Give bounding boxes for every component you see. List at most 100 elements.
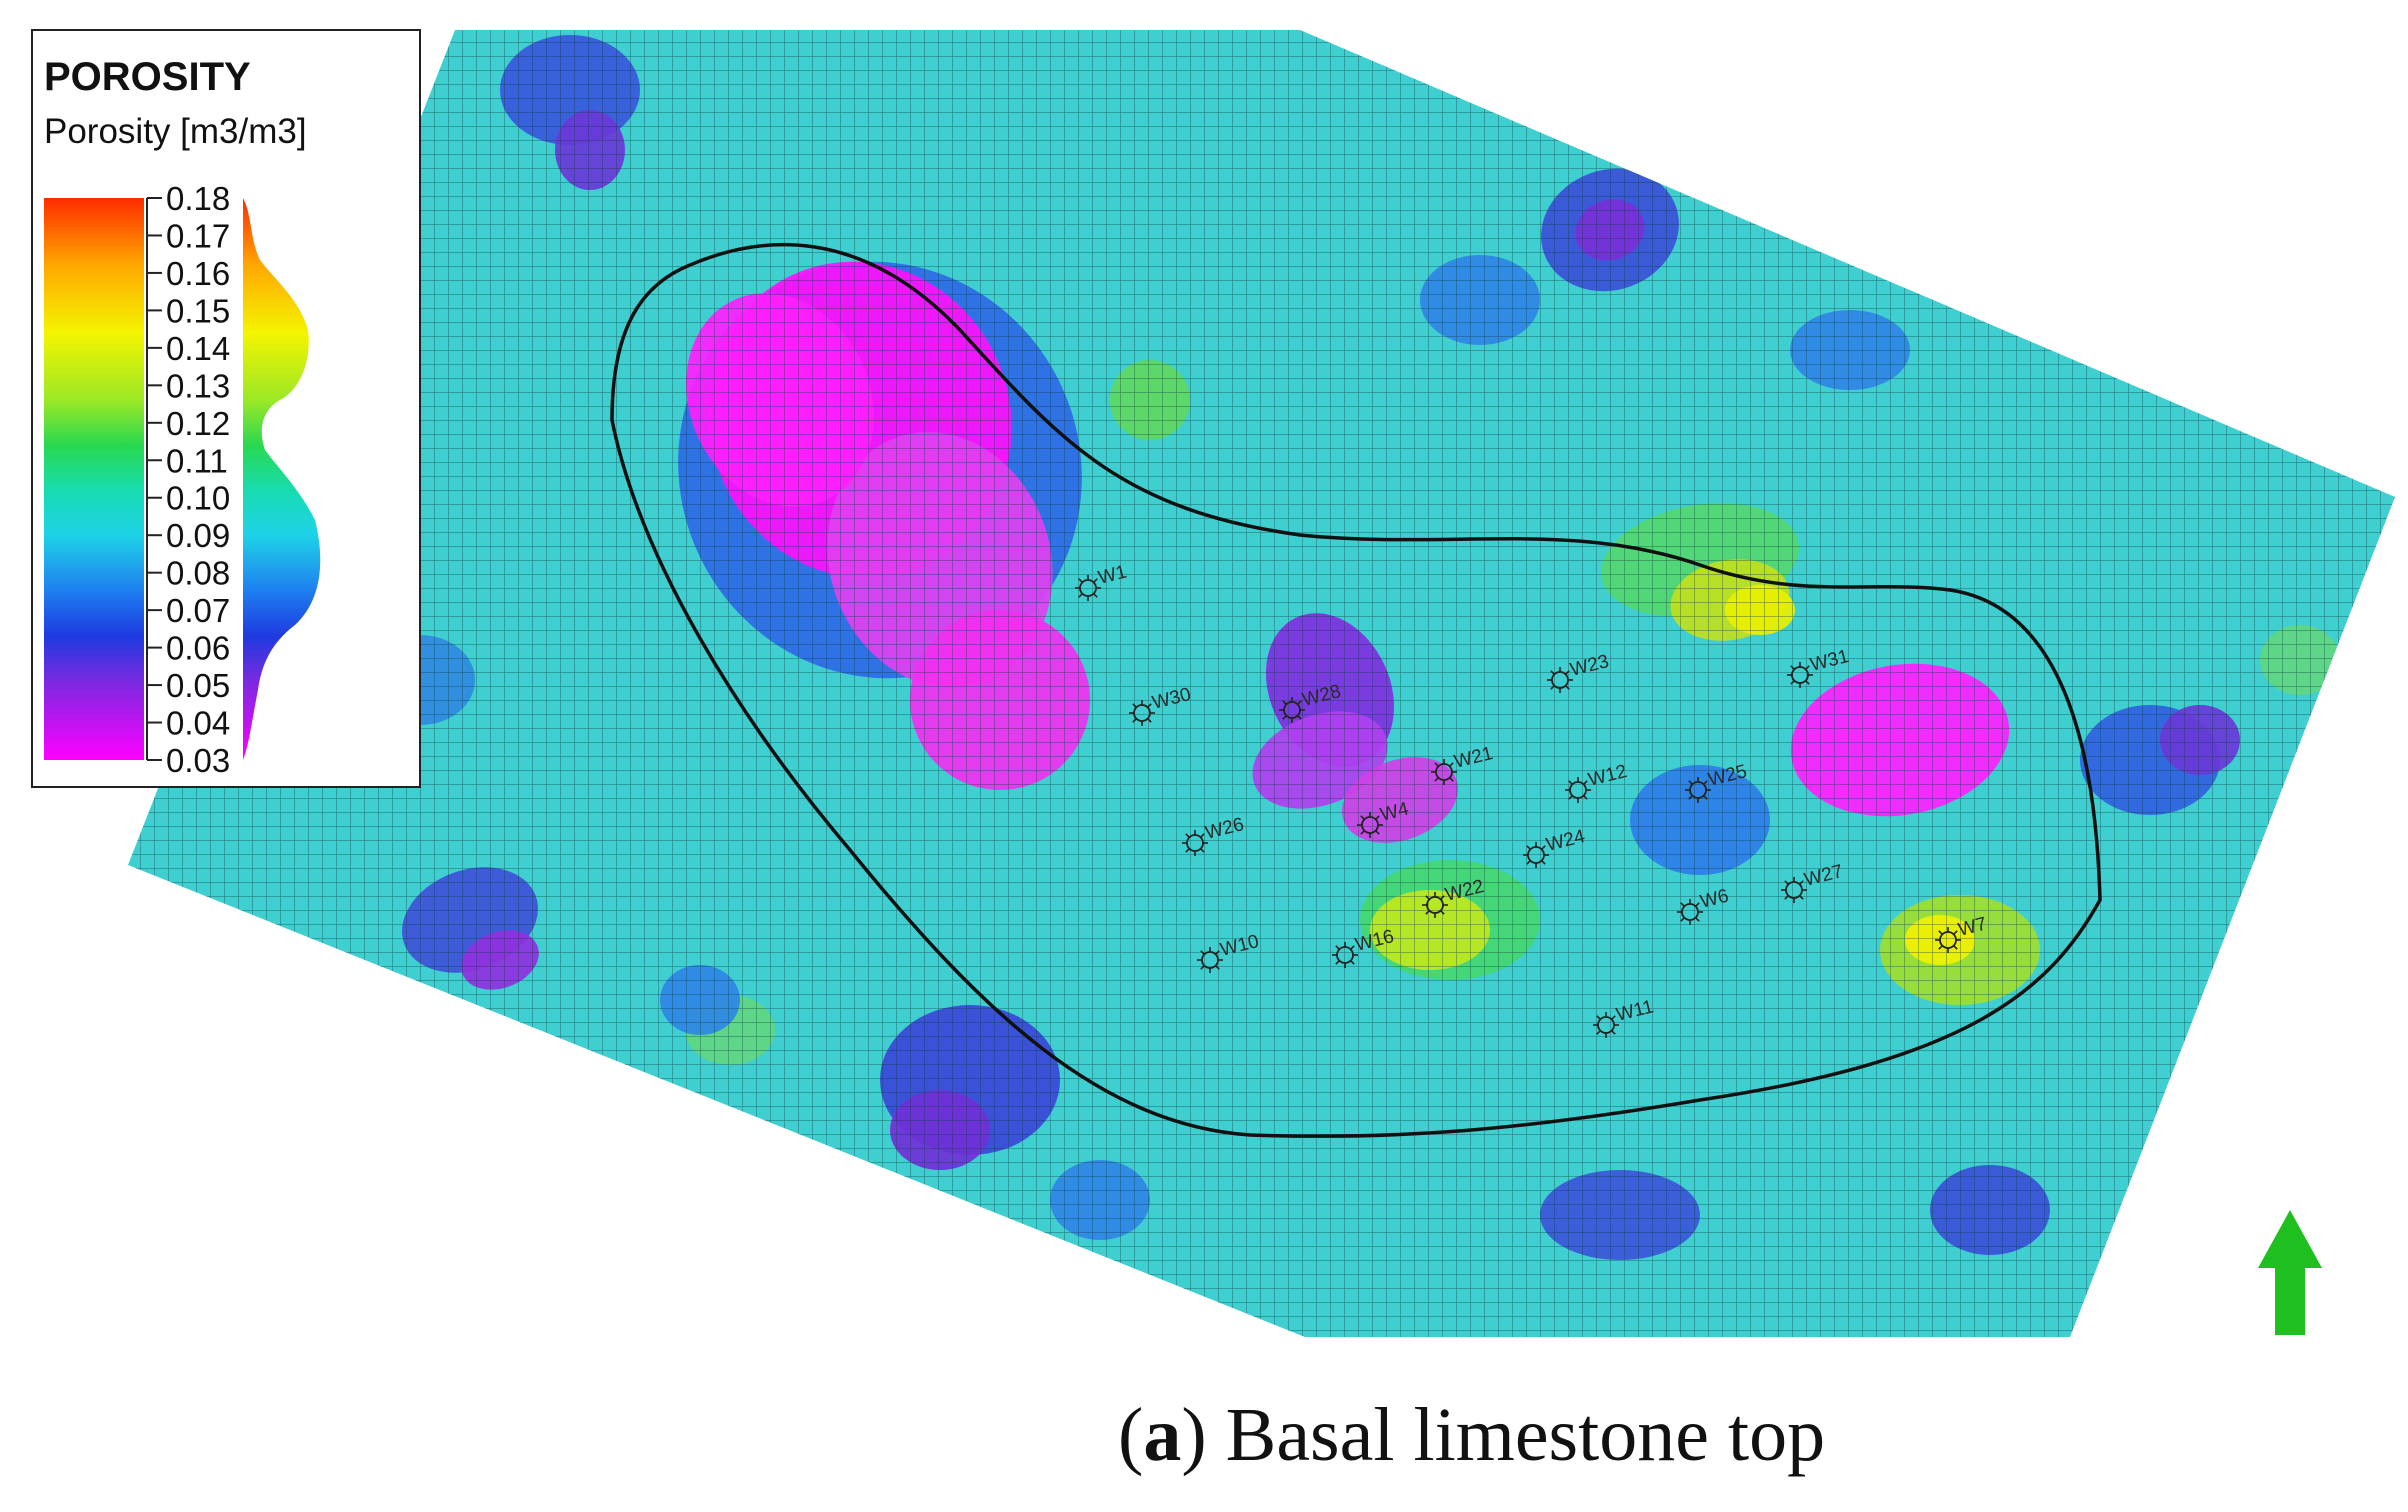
- legend-colorbar: [44, 198, 144, 760]
- well-symbol-ray: [1784, 880, 1789, 885]
- well-symbol-ray: [1695, 917, 1700, 922]
- well-symbol-ray: [1449, 762, 1454, 767]
- legend-subtitle: Porosity [m3/m3]: [44, 112, 307, 151]
- well-symbol-ray: [1350, 945, 1355, 950]
- well-symbol-ray: [1695, 902, 1700, 907]
- well-symbol-ray: [1568, 780, 1573, 785]
- well-symbol-ray: [1297, 715, 1302, 720]
- well-symbol-ray: [1078, 593, 1083, 598]
- well-symbol-ray: [1215, 950, 1220, 955]
- well-symbol-ray: [1375, 815, 1380, 820]
- well-symbol-ray: [1200, 965, 1205, 970]
- well-symbol-ray: [1583, 795, 1588, 800]
- legend-tick-label: 0.11: [166, 442, 228, 479]
- well-symbol-ray: [1282, 715, 1287, 720]
- well-symbol-ray: [1790, 680, 1795, 685]
- well-symbol-ray: [1805, 680, 1810, 685]
- well-symbol-ray: [1703, 780, 1708, 785]
- legend-tick-label: 0.18: [166, 180, 230, 217]
- well-symbol-ray: [1360, 830, 1365, 835]
- legend-tick-label: 0.17: [166, 217, 230, 254]
- well-symbol-ray: [1215, 965, 1220, 970]
- well-symbol-ray: [1335, 945, 1340, 950]
- well-symbol-ray: [1526, 860, 1531, 865]
- well-symbol-ray: [1282, 700, 1287, 705]
- well-symbol-ray: [1449, 777, 1454, 782]
- well-symbol-ray: [1350, 960, 1355, 965]
- legend-tick-label: 0.07: [166, 592, 230, 629]
- well-symbol-ray: [1078, 578, 1083, 583]
- legend-tick-label: 0.05: [166, 667, 230, 704]
- figure-caption: (a) Basal limestone top: [1118, 1393, 1826, 1477]
- legend-tick-label: 0.15: [166, 292, 230, 329]
- well-symbol-ray: [1611, 1030, 1616, 1035]
- well-symbol-ray: [1434, 777, 1439, 782]
- well-symbol-ray: [1440, 895, 1445, 900]
- legend-tick-label: 0.10: [166, 480, 230, 517]
- well-symbol-ray: [1425, 895, 1430, 900]
- well-symbol-ray: [1596, 1015, 1601, 1020]
- caption-text: Basal limestone top: [1225, 1393, 1826, 1477]
- north-arrow-icon: [2258, 1210, 2322, 1335]
- well-symbol-ray: [1938, 945, 1943, 950]
- caption-letter: a: [1143, 1393, 1182, 1477]
- well-symbol-ray: [1799, 895, 1804, 900]
- well-symbol-ray: [1680, 902, 1685, 907]
- well-symbol-ray: [1596, 1030, 1601, 1035]
- well-symbol-ray: [1093, 593, 1098, 598]
- map-cell-grid: [128, 30, 2395, 1337]
- well-symbol-ray: [1132, 718, 1137, 723]
- legend-tick-label: 0.14: [166, 330, 230, 367]
- well-symbol-ray: [1360, 815, 1365, 820]
- well-symbol-ray: [1434, 762, 1439, 767]
- well-symbol-ray: [1688, 795, 1693, 800]
- well-symbol-ray: [1185, 833, 1190, 838]
- well-symbol-ray: [1147, 703, 1152, 708]
- legend-title: POROSITY: [44, 55, 251, 99]
- well-symbol-ray: [1799, 880, 1804, 885]
- well-symbol-ray: [1790, 665, 1795, 670]
- legend-tick-label: 0.12: [166, 405, 230, 442]
- well-symbol-ray: [1611, 1015, 1616, 1020]
- well-symbol-ray: [1185, 848, 1190, 853]
- well-symbol-ray: [1938, 930, 1943, 935]
- well-symbol-ray: [1541, 860, 1546, 865]
- well-symbol-ray: [1200, 950, 1205, 955]
- well-symbol-ray: [1688, 780, 1693, 785]
- legend-histogram: [243, 198, 321, 760]
- legend-tick-label: 0.08: [166, 555, 230, 592]
- porosity-map: [128, 30, 2395, 1337]
- well-symbol-ray: [1784, 895, 1789, 900]
- well-marker: W12: [1565, 761, 1629, 803]
- porosity-legend: POROSITY Porosity [m3/m3] 0.180.170.160.…: [31, 29, 421, 788]
- well-symbol-ray: [1568, 795, 1573, 800]
- well-symbol-ray: [1953, 930, 1958, 935]
- well-symbol-ray: [1550, 670, 1555, 675]
- well-symbol-ray: [1093, 578, 1098, 583]
- well-symbol-ray: [1425, 910, 1430, 915]
- well-symbol-ray: [1200, 848, 1205, 853]
- well-symbol-ray: [1147, 718, 1152, 723]
- legend-tick-label: 0.06: [166, 630, 230, 667]
- well-symbol-ray: [1132, 703, 1137, 708]
- well-symbol-ray: [1680, 917, 1685, 922]
- legend-tick-label: 0.13: [166, 367, 230, 404]
- well-symbol-ray: [1541, 845, 1546, 850]
- well-symbol-ray: [1440, 910, 1445, 915]
- well-symbol-ray: [1297, 700, 1302, 705]
- well-symbol-ray: [1805, 665, 1810, 670]
- legend-tick-label: 0.03: [166, 742, 230, 779]
- legend-tick-label: 0.09: [166, 517, 230, 554]
- well-symbol-ray: [1953, 945, 1958, 950]
- well-symbol-ray: [1375, 830, 1380, 835]
- well-symbol-ray: [1565, 685, 1570, 690]
- well-symbol-ray: [1703, 795, 1708, 800]
- well-symbol-ray: [1335, 960, 1340, 965]
- legend-tick-label: 0.16: [166, 255, 230, 292]
- well-symbol-ray: [1565, 670, 1570, 675]
- well-symbol-ray: [1550, 685, 1555, 690]
- well-symbol-ray: [1526, 845, 1531, 850]
- field-boundary-outline: [610, 242, 2102, 1138]
- well-symbol-ray: [1583, 780, 1588, 785]
